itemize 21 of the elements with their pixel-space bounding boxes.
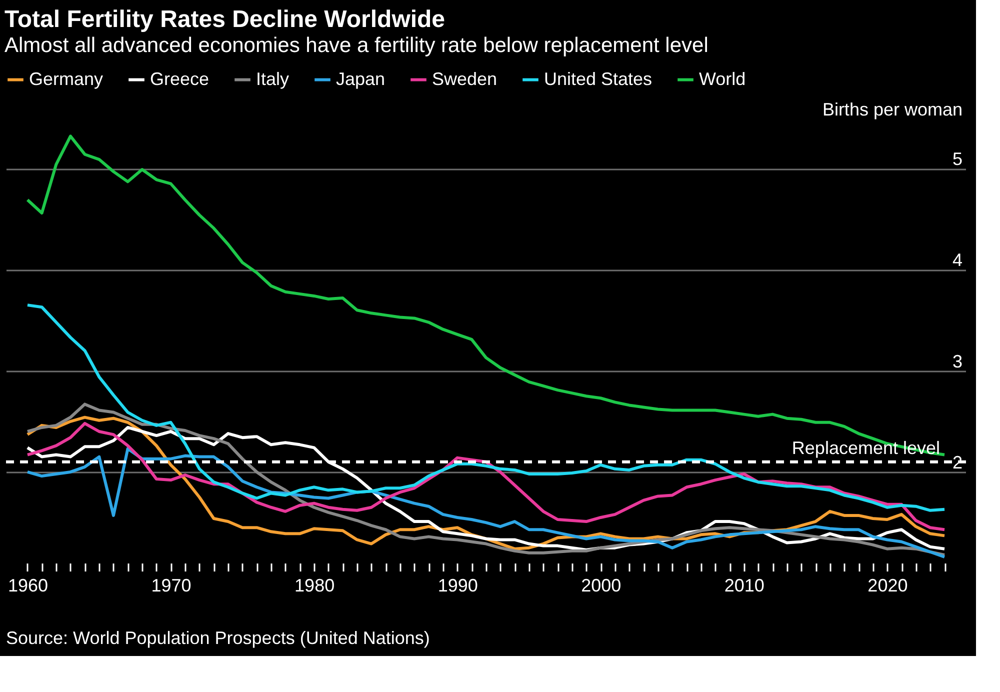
x-tick-label: 2020 (868, 576, 908, 596)
y-tick-label: 3 (952, 351, 962, 372)
legend-label: Greece (150, 68, 210, 89)
legend-label: Germany (29, 68, 104, 89)
chart-subtitle: Almost all advanced economies have a fertility rate below replacement level (4, 34, 708, 57)
x-tick-label: 1990 (438, 576, 478, 596)
x-tick-label: 2000 (581, 576, 622, 596)
source-note: Source: World Population Prospects (United Nations) (6, 628, 430, 648)
y-tick-label: 4 (952, 250, 962, 270)
legend-label: Japan (336, 68, 386, 89)
x-tick-label: 1960 (8, 576, 48, 596)
legend-label: World (699, 68, 746, 89)
x-tick-label: 1980 (294, 576, 335, 596)
legend-label: Italy (256, 68, 290, 89)
chart-title: Total Fertility Rates Decline Worldwide (4, 6, 446, 33)
y-tick-label: 5 (952, 149, 962, 170)
x-tick-label: 1970 (151, 576, 192, 596)
x-tick-label: 2010 (724, 576, 764, 596)
legend-label: Sweden (432, 68, 498, 89)
y-axis-title: Births per woman (822, 100, 962, 120)
legend-label: United States (544, 68, 652, 89)
